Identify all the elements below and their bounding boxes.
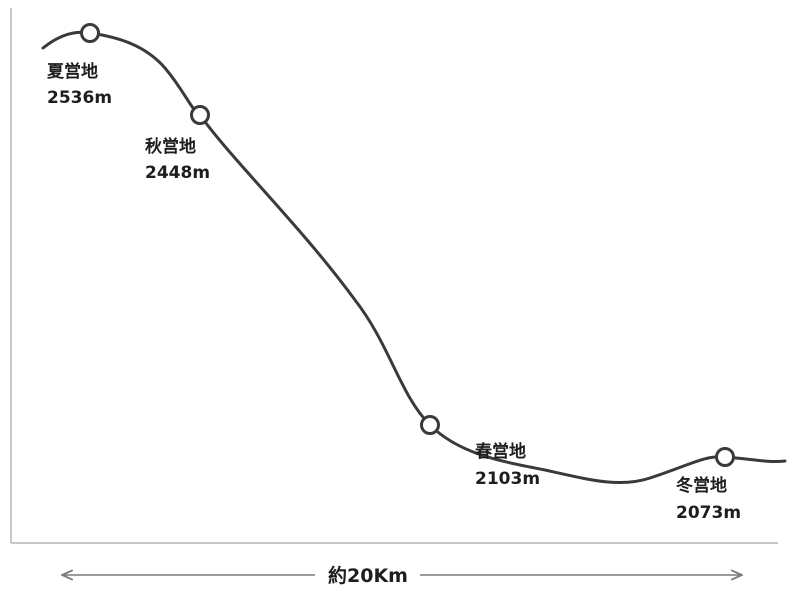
summer-camp-elevation: 2536m xyxy=(47,88,112,108)
camp-summer-marker: 夏営地 2536m xyxy=(47,23,112,108)
elevation-profile-line xyxy=(41,30,787,485)
autumn-camp-circle-icon xyxy=(190,105,210,125)
autumn-camp-name: 秋営地 xyxy=(145,136,196,157)
distance-indicator: 約20Km xyxy=(62,564,742,587)
winter-camp-name: 冬営地 xyxy=(676,475,727,496)
winter-camp-elevation: 2073m xyxy=(676,503,741,523)
camp-winter-marker: 冬営地 2073m xyxy=(676,447,741,523)
camp-autumn-marker: 秋営地 2448m xyxy=(145,105,210,183)
autumn-camp-elevation: 2448m xyxy=(145,163,210,183)
spring-camp-circle-icon xyxy=(420,415,440,435)
camp-spring-marker: 春営地 2103m xyxy=(420,415,540,489)
summer-camp-circle-icon xyxy=(80,23,100,43)
winter-camp-circle-icon xyxy=(715,447,735,467)
spring-camp-name: 春営地 xyxy=(475,441,526,462)
summer-camp-name: 夏営地 xyxy=(47,61,98,82)
spring-camp-elevation: 2103m xyxy=(475,469,540,489)
distance-label: 約20Km xyxy=(328,564,408,587)
